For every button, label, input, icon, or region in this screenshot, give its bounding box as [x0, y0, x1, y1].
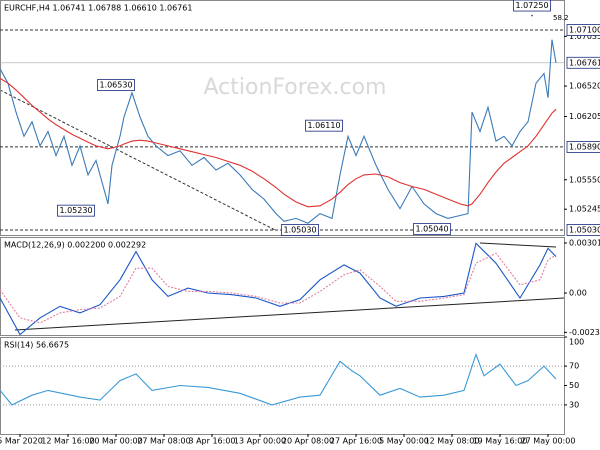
x-tick-label: 12 Mar 16:00 [41, 437, 94, 446]
note: 58.2 [553, 14, 569, 22]
y-tick-label: 1.05550 [569, 175, 600, 184]
trend-line [0, 89, 276, 231]
y-tick-label: 0.003017 [569, 239, 600, 248]
annotation-label-box [513, 0, 551, 12]
x-tick-label: 20 Apr 08:00 [282, 437, 334, 446]
level-label-box [566, 24, 600, 36]
y-tick-label: 100 [569, 338, 584, 347]
annotation-label: 1.05030 [283, 225, 316, 234]
y-tick-label: 0.00 [569, 289, 587, 298]
series-line [0, 352, 557, 406]
y-tick-label: 1.06205 [569, 112, 600, 121]
level-label-box [566, 141, 600, 153]
annotation-label: 1.06530 [99, 81, 132, 90]
current-label: 1.06761 [569, 58, 600, 67]
annotation-label: 1.07250 [515, 1, 548, 10]
annotation-label-box [281, 224, 319, 236]
y-tick-label: 1.07035 [569, 32, 600, 41]
annotation-label: 1.05040 [415, 225, 448, 234]
y-tick-label: 1.06520 [569, 82, 600, 91]
series-line [0, 252, 557, 324]
x-tick-label: 27 Mar 08:00 [137, 437, 190, 446]
x-tick-label: 13 Apr 00:00 [234, 437, 286, 446]
annotation-label-box [413, 223, 451, 235]
x-tick-label: 27 May 00:00 [521, 437, 576, 446]
x-tick-label: 27 Apr 16:00 [330, 437, 382, 446]
x-tick-label: 5 Mar 2020 [0, 437, 43, 446]
panel-frame [0, 237, 565, 336]
level-label: 1.05890 [569, 142, 600, 151]
series-line [0, 77, 557, 208]
annotation-label-box [97, 79, 135, 91]
annotation-label-box [305, 119, 343, 132]
level-label-box [566, 224, 600, 236]
series-line [0, 39, 557, 224]
x-tick-label: 20 Mar 00:00 [89, 437, 142, 446]
x-tick-label: 3 Apr 16:00 [188, 437, 235, 446]
annotation-label: 1.06110 [307, 121, 340, 130]
level-label: 1.07100 [569, 26, 600, 35]
y-tick-label: 50 [569, 381, 579, 390]
level-label: 1.05030 [569, 225, 600, 234]
y-tick-label: -0.00237 [569, 328, 600, 337]
annotation-point [531, 14, 533, 17]
current-label-box [566, 56, 600, 69]
annotation-label: 1.05230 [59, 206, 92, 215]
trend-line [14, 297, 565, 331]
y-tick-label: 30 [569, 400, 579, 409]
watermark: ActionForex.com [204, 75, 387, 100]
panel-title: RSI(14) 56.6675 [4, 341, 69, 350]
panel-title: MACD(12,26,9) 0.002200 0.002292 [4, 241, 146, 250]
trend-line [479, 242, 557, 248]
x-tick-label: 5 May 00:00 [379, 437, 429, 446]
y-tick-label: 70 [569, 362, 579, 371]
x-tick-label: 12 May 08:00 [425, 437, 480, 446]
annotation-label-box [57, 204, 95, 217]
y-tick-label: 1.05245 [569, 205, 600, 214]
x-tick-label: 19 May 16:00 [473, 437, 528, 446]
panel-title: EURCHF,H4 1.06741 1.06788 1.06610 1.0676… [4, 4, 192, 13]
